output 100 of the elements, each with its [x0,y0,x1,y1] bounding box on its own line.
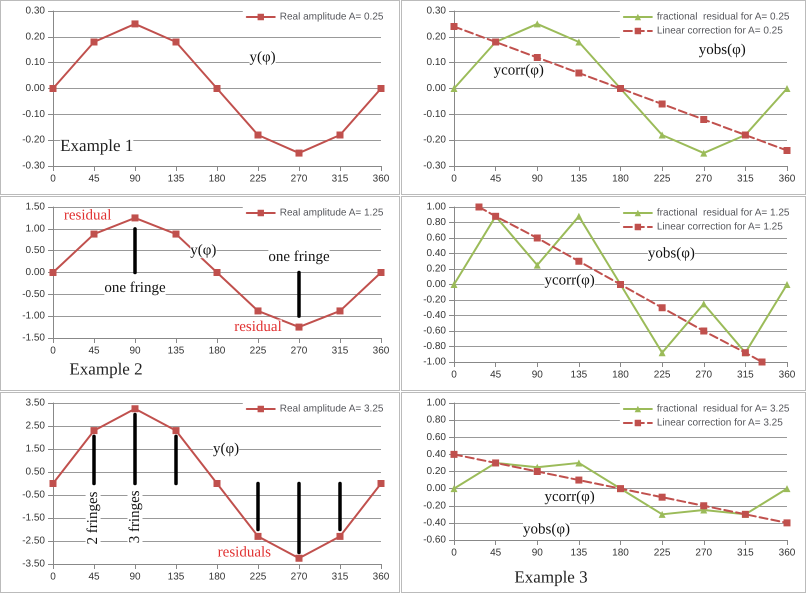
y-tick-label: 0.00 [26,267,46,278]
annotation: ycorr(φ) [544,272,595,289]
x-tick-label: 90 [532,370,544,380]
point [534,54,541,61]
x-tick-label: 45 [88,572,100,582]
point [784,85,790,92]
point [784,485,790,492]
x-tick-label: 315 [737,174,754,184]
x-tick-label: 0 [451,370,458,380]
x-tick-label: 135 [570,174,588,184]
point [700,116,708,123]
point [784,519,790,526]
point [172,230,180,238]
y-tick-label: -0.60 [423,326,446,336]
point [575,70,582,76]
annotation: y(φ) [190,242,216,259]
point [450,281,458,288]
x-tick-label: 45 [88,174,100,184]
y-tick-label: 0.50 [26,466,46,478]
y-tick-label: -0.10 [423,108,446,120]
point [50,85,56,92]
point [658,100,666,108]
legend-label: Linear correction for A= 1.25 [656,222,784,232]
y-tick-label: -0.20 [423,134,446,146]
point [132,20,138,28]
x-tick-label: 90 [129,572,141,582]
y-tick-label: 0.30 [26,6,46,16]
y-tick-label: 0.60 [426,432,446,443]
x-tick-label: 360 [372,346,390,356]
x-tick-label: 270 [290,572,308,582]
point [784,281,790,288]
point [658,132,666,138]
point [132,405,138,412]
point [784,147,790,154]
point [336,307,344,314]
annotation: residual [64,208,112,224]
x-tick-label: 45 [490,370,502,380]
x-tick-label: 270 [695,174,713,184]
y-tick-label: 1.00 [26,223,46,234]
point [90,230,98,238]
legend-label: fractional residual for A= 0.25 [656,12,790,22]
y-tick-label: 3.50 [26,398,46,408]
point [658,494,666,501]
y-tick-label: 0.00 [426,483,446,494]
y-tick-label: 0.50 [26,245,46,256]
point [214,480,220,487]
point [254,532,262,540]
legend-label: Real amplitude A= 1.25 [280,208,384,218]
point [700,328,708,334]
x-tick-label: 135 [570,548,588,558]
x-tick-label: 225 [654,370,671,380]
y-tick-label: -2.50 [22,536,46,546]
x-tick-label: 270 [695,548,713,558]
annotation: yobs(φ) [648,246,695,262]
y-tick-label: 0.20 [426,31,446,42]
point [90,38,98,46]
x-tick-label: 45 [88,346,100,356]
annotation: residual [234,319,282,336]
y-tick-label: 0.30 [426,6,446,16]
x-tick-label: 180 [208,572,226,582]
x-tick-label: 360 [778,174,796,184]
y-tick-label: -0.40 [423,517,446,528]
y-tick-label: 0.20 [26,31,46,42]
x-tick-label: 270 [290,346,308,356]
y-tick-label: 0.80 [426,217,446,228]
annotation: 3 fringes [127,490,143,544]
x-tick-label: 180 [208,346,226,356]
y-tick-label: 0.10 [426,57,446,68]
x-tick-label: 360 [372,572,390,582]
point [658,510,666,518]
legend-label: fractional residual for A= 3.25 [656,404,790,414]
point [254,307,262,314]
point [214,85,220,92]
legend-label: Real amplitude A= 3.25 [280,404,384,414]
y-tick-label: 1.00 [426,398,446,408]
y-tick-label: 0.10 [26,57,46,68]
annotation: ycorr(φ) [494,62,544,78]
y-tick-label: 0.00 [426,279,446,290]
point [575,476,582,484]
y-tick-label: -0.20 [22,134,46,146]
legend-label: Linear correction for A= 3.25 [656,418,784,428]
point [296,554,302,562]
point [450,23,458,30]
y-tick-label: -0.80 [423,341,446,352]
annotation: 2 fringes [85,491,102,544]
x-tick-label: 135 [168,174,185,184]
x-tick-label: 315 [737,370,754,380]
x-tick-label: 225 [250,174,267,184]
x-tick-label: 315 [332,572,349,582]
point [534,262,541,269]
x-tick-label: 135 [168,346,185,356]
legend-label: fractional residual for A= 1.25 [656,208,790,218]
y-tick-label: -1.50 [22,512,46,524]
x-tick-label: 90 [129,174,141,184]
x-tick-label: 135 [570,370,588,380]
point [658,349,666,356]
point [336,532,344,540]
y-tick-label: -0.20 [423,294,446,306]
y-tick-label: 0.80 [426,414,446,426]
y-tick-label: 0.20 [426,264,446,274]
